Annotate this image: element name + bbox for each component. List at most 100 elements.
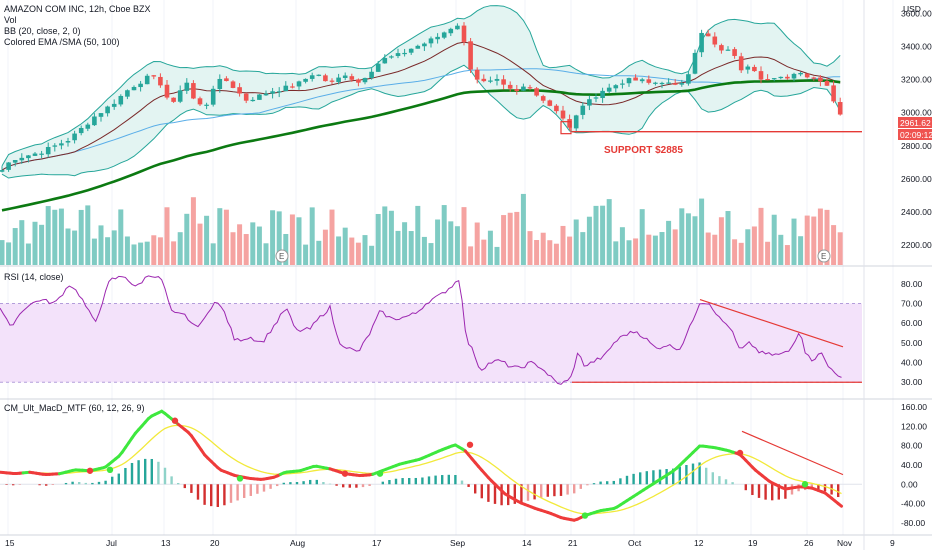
macd-histogram-bar-238	[784, 484, 787, 499]
macd-histogram-bar-84	[276, 484, 279, 487]
annotation-rsi-trendline-0	[699, 298, 844, 348]
candle-body-96	[633, 77, 638, 81]
volume-bar-7	[45, 206, 51, 265]
macd-histogram-bar-148	[487, 484, 490, 502]
candle-body-65	[428, 38, 434, 44]
candle-body-59	[389, 56, 394, 58]
macd-histogram-bar-112	[368, 484, 371, 486]
macd-tick-4: 0.00	[901, 479, 918, 489]
volume-bar-119	[784, 245, 790, 265]
indicator-ema-sma-label: Colored EMA /SMA (50, 100)	[4, 37, 120, 47]
rsi-tick-4: 40.00	[901, 358, 923, 368]
rsi-tick-5: 30.00	[901, 377, 923, 387]
volume-bar-44	[289, 214, 295, 265]
candle-body-63	[415, 45, 421, 49]
macd-histogram-bar-20	[64, 482, 68, 485]
earnings-markers[interactable]: E E	[275, 249, 831, 263]
volume-bar-87	[573, 219, 579, 265]
time-tick-13: Nov	[837, 538, 853, 548]
volume-bar-118	[778, 234, 784, 265]
price-candles[interactable]	[0, 22, 843, 173]
candle-body-102	[672, 83, 678, 85]
macd-histogram-bar-150	[493, 484, 497, 504]
volume-bar-59	[388, 210, 394, 265]
volume-bar-11	[72, 230, 78, 265]
macd-tick-0: 160.00	[901, 402, 927, 412]
volume-bar-127	[837, 232, 843, 265]
volume-bar-83	[547, 240, 553, 265]
volume-bar-2	[12, 228, 18, 265]
currency-label: USD	[903, 4, 921, 14]
macd-histogram-bar-58	[190, 484, 193, 493]
volume-bar-56	[369, 245, 375, 265]
candle-body-58	[382, 58, 388, 64]
rsi-panel[interactable]	[0, 275, 862, 385]
price-tags: 2961.62 02:09:12	[898, 117, 932, 140]
volume-bar-93	[613, 241, 619, 265]
volume-bar-116	[765, 241, 771, 265]
countdown-tag-bg	[898, 129, 932, 140]
candle-body-104	[686, 74, 691, 84]
macd-histogram-bar-126	[414, 477, 417, 485]
macd-histogram-bar-158	[520, 484, 523, 503]
candle-body-16	[105, 106, 110, 114]
macd-histogram-bar-144	[474, 484, 477, 494]
macd-histogram-bar-200	[658, 469, 662, 485]
macd-histogram-bar-196	[645, 471, 648, 485]
candle-body-82	[540, 96, 546, 101]
candle-body-23	[151, 75, 157, 77]
macd-histogram-bar-162	[533, 484, 536, 500]
macd-histogram-bar-174	[573, 484, 576, 494]
macd-histogram-bar-128	[421, 477, 424, 485]
chart-title: AMAZON COM INC, 12h, Cboe BZX	[4, 4, 151, 14]
time-tick-10: 12	[694, 538, 704, 548]
volume-bar-61	[402, 222, 408, 265]
macd-histogram-bar-210	[691, 463, 695, 485]
macd-histogram-bar-222	[731, 482, 734, 485]
price-tick-1: 3400.00	[901, 41, 932, 51]
macd-histogram-bar-74	[243, 484, 246, 498]
volume-bar-82	[540, 232, 546, 265]
macd-histogram-bar-88	[289, 482, 292, 485]
earnings-marker-1[interactable]	[275, 249, 289, 263]
time-tick-9: Oct	[628, 538, 642, 548]
candle-body-12	[78, 128, 84, 134]
volume-bar-115	[758, 207, 764, 265]
volume-bar-0	[0, 240, 5, 265]
macd-histogram-bar-86	[282, 482, 285, 485]
candle-body-84	[554, 105, 559, 112]
support-label: SUPPORT $2885	[604, 145, 683, 156]
macd-histogram-bar-248	[817, 484, 820, 491]
macd-histogram-bar-56	[183, 484, 186, 489]
indicator-bb-label: BB (20, close, 2, 0)	[4, 26, 81, 36]
candle-body-14	[92, 116, 97, 126]
candle-body-36	[237, 87, 242, 94]
volume-bar-43	[283, 233, 289, 265]
candle-body-68	[448, 28, 454, 34]
candle-body-114	[752, 66, 757, 72]
volume-bar-55	[362, 235, 368, 265]
candle-body-91	[600, 90, 605, 99]
volume-bar-89	[586, 216, 592, 265]
macd-signal-line	[0, 424, 842, 515]
macd-histogram-bar-118	[388, 480, 391, 485]
macd-histogram-bar-130	[427, 476, 431, 485]
volume-bar-64	[421, 236, 427, 265]
volume-bar-12	[78, 209, 84, 265]
macd-bear-cross-1	[171, 417, 179, 424]
candle-body-1	[6, 162, 11, 170]
volume-bar-47	[309, 207, 315, 265]
volume-bar-88	[580, 232, 586, 265]
macd-bull-cross-2	[376, 470, 384, 477]
candle-body-92	[606, 87, 612, 92]
macd-panel[interactable]	[0, 409, 862, 522]
candle-body-70	[461, 25, 467, 42]
macd-histogram-bar-68	[223, 484, 226, 506]
candle-body-98	[646, 79, 652, 83]
candle-body-46	[303, 78, 308, 82]
candle-body-110	[725, 49, 731, 51]
earnings-marker-2[interactable]	[817, 249, 831, 263]
macd-bear-cross-4	[736, 449, 744, 457]
bollinger-lower	[1, 64, 841, 179]
